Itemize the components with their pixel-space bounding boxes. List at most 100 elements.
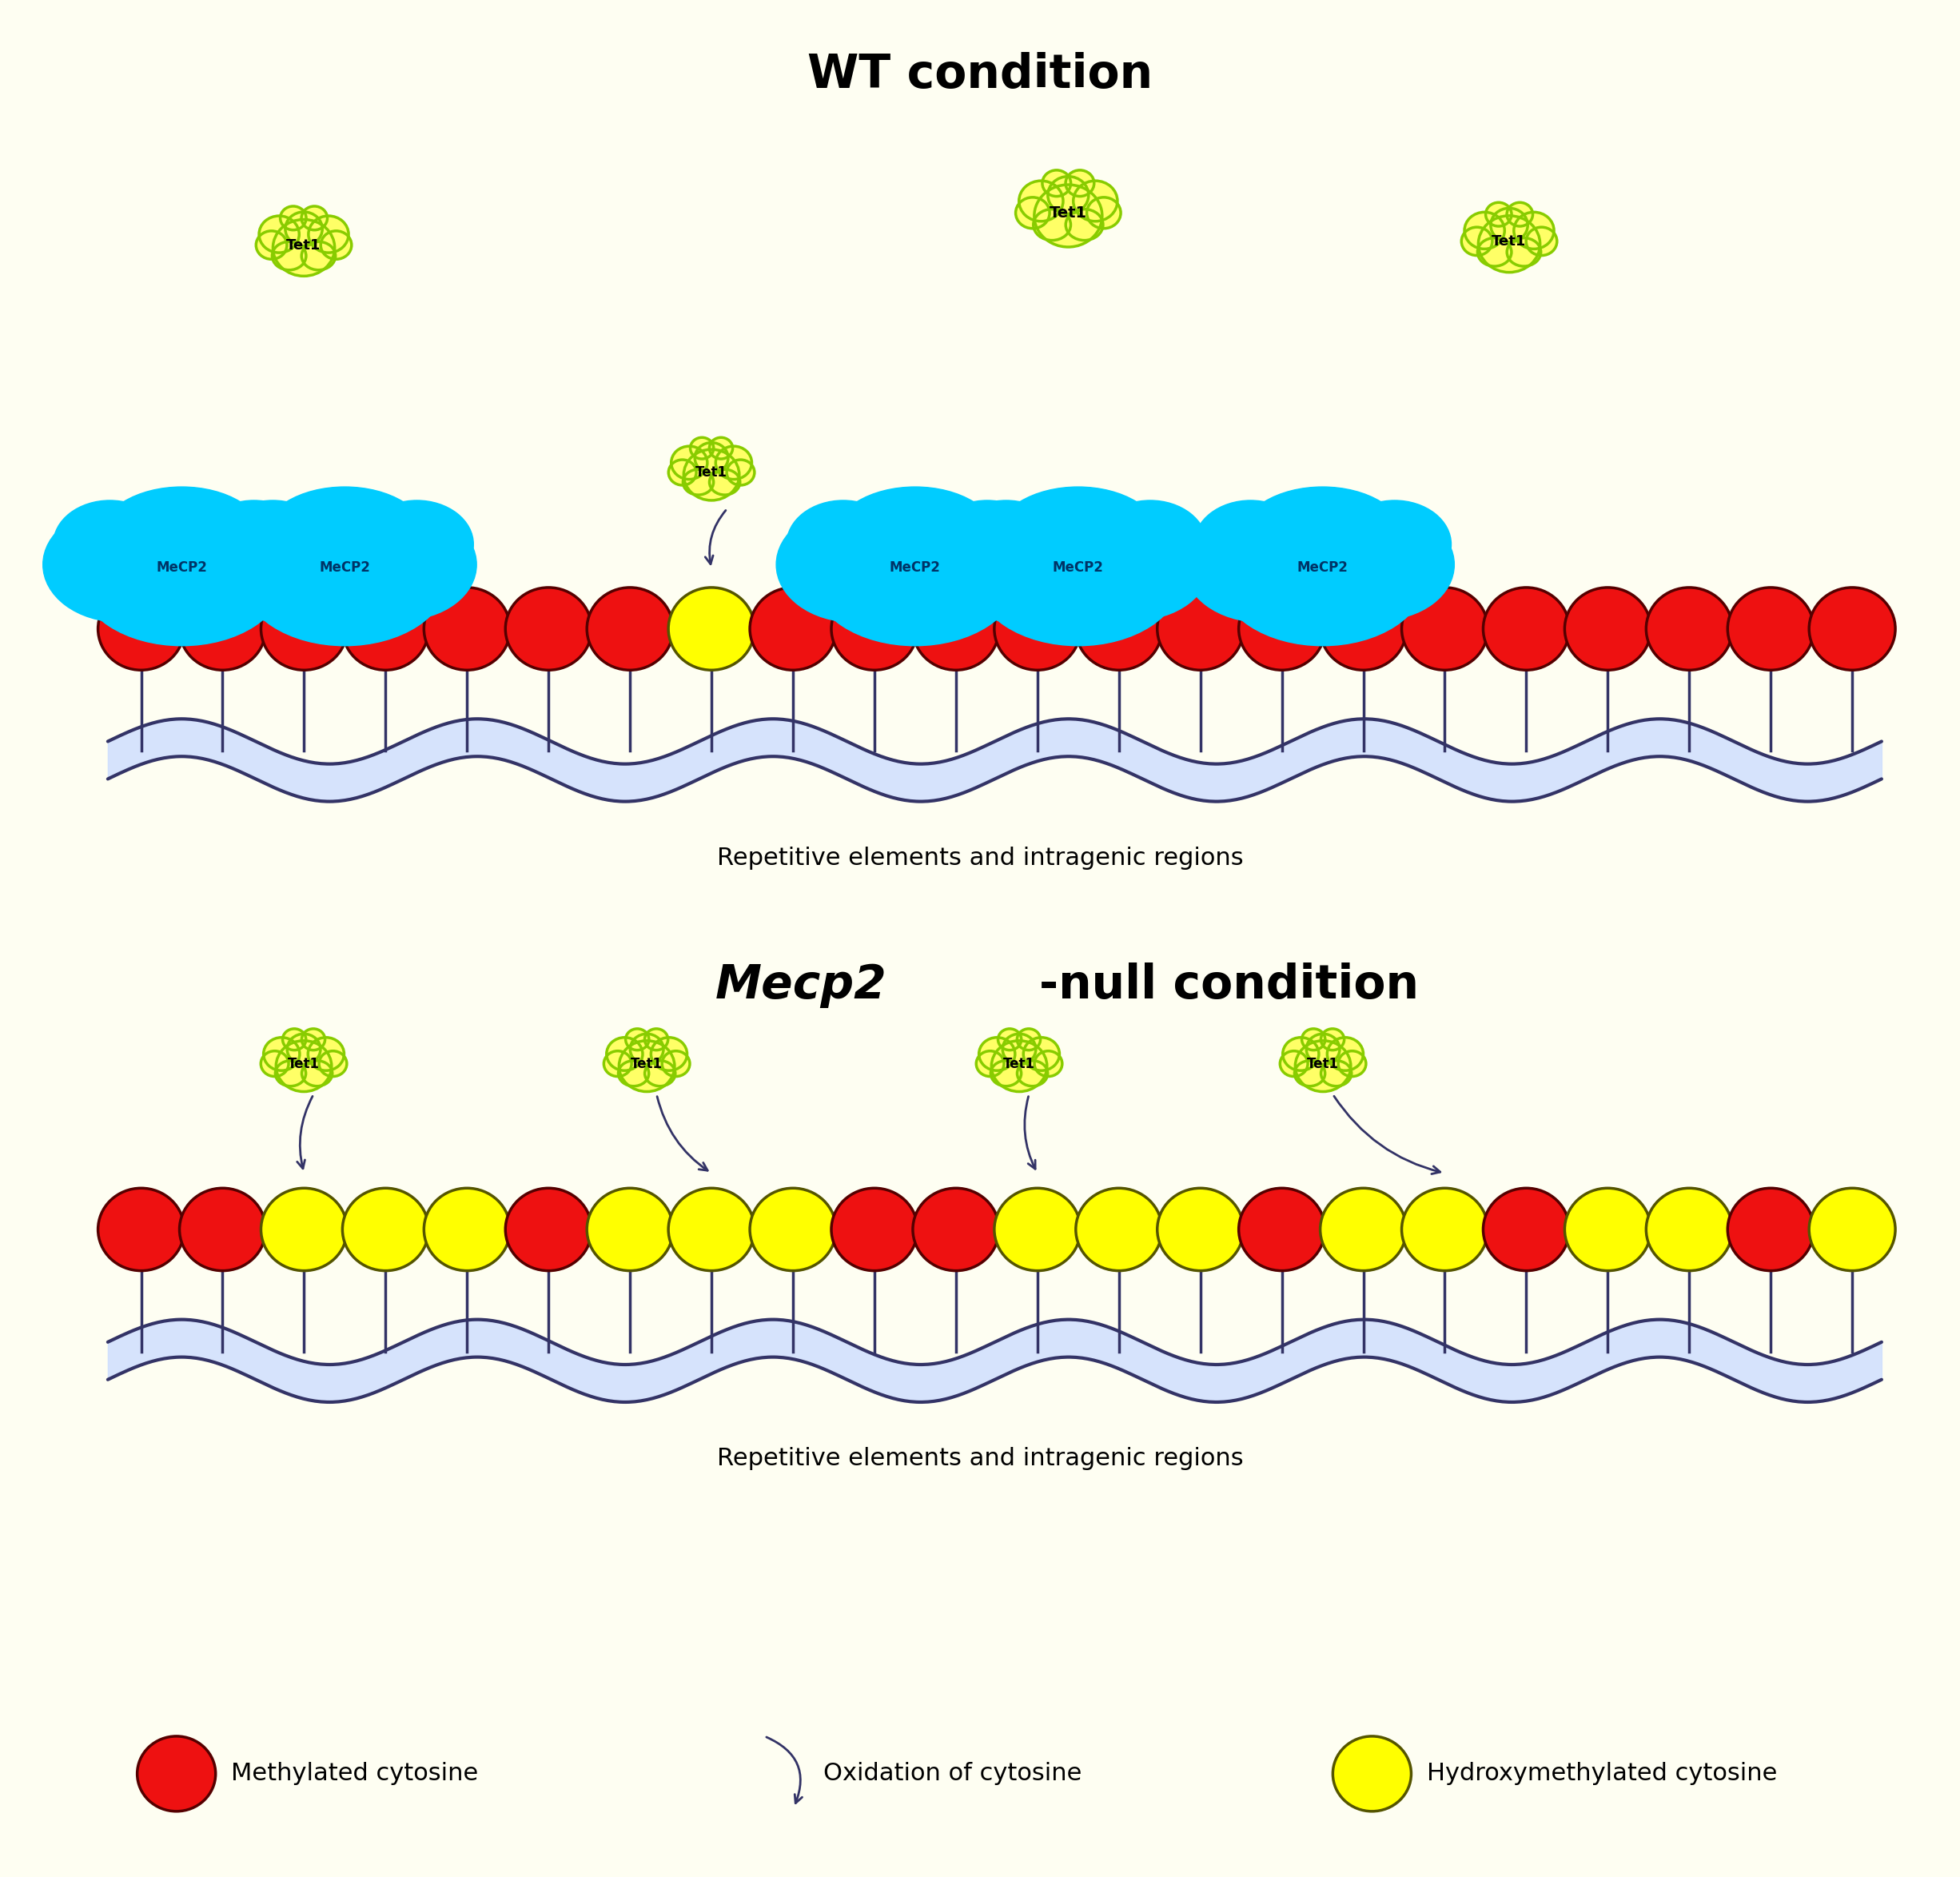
Circle shape <box>751 588 837 670</box>
Ellipse shape <box>1019 182 1062 220</box>
Text: Tet1: Tet1 <box>696 465 727 481</box>
Ellipse shape <box>278 1042 329 1091</box>
Ellipse shape <box>1296 1061 1325 1085</box>
Ellipse shape <box>625 1029 649 1049</box>
Circle shape <box>1484 588 1570 670</box>
Circle shape <box>586 588 672 670</box>
Text: Tet1: Tet1 <box>1307 1057 1339 1072</box>
Ellipse shape <box>653 1038 686 1070</box>
Ellipse shape <box>1235 559 1337 629</box>
Circle shape <box>180 1188 267 1271</box>
Text: Tet1: Tet1 <box>288 1057 319 1072</box>
Ellipse shape <box>100 486 265 588</box>
Ellipse shape <box>1219 511 1425 646</box>
Ellipse shape <box>1515 212 1552 248</box>
Circle shape <box>668 588 755 670</box>
Circle shape <box>506 1188 592 1271</box>
Text: MeCP2: MeCP2 <box>890 559 941 574</box>
Circle shape <box>423 1188 510 1271</box>
Ellipse shape <box>321 231 351 259</box>
Circle shape <box>1401 1188 1488 1271</box>
Ellipse shape <box>302 206 327 229</box>
Circle shape <box>423 588 510 670</box>
Ellipse shape <box>1017 1061 1047 1085</box>
Circle shape <box>994 588 1080 670</box>
Ellipse shape <box>1094 501 1207 588</box>
Ellipse shape <box>1049 176 1088 212</box>
Ellipse shape <box>1307 559 1411 629</box>
Circle shape <box>1564 588 1650 670</box>
Ellipse shape <box>998 1029 1021 1049</box>
Circle shape <box>261 588 347 670</box>
Ellipse shape <box>1088 199 1119 227</box>
Ellipse shape <box>302 1029 325 1049</box>
Ellipse shape <box>1064 559 1166 629</box>
Ellipse shape <box>302 242 335 268</box>
Text: Tet1: Tet1 <box>1049 205 1088 220</box>
Ellipse shape <box>843 561 988 644</box>
Ellipse shape <box>1466 212 1503 248</box>
Text: Tet1: Tet1 <box>286 238 321 252</box>
Ellipse shape <box>216 501 329 588</box>
Ellipse shape <box>1298 1042 1350 1091</box>
Circle shape <box>994 1188 1080 1271</box>
Circle shape <box>98 588 184 670</box>
Ellipse shape <box>1062 509 1209 619</box>
Ellipse shape <box>939 507 1094 621</box>
Ellipse shape <box>1066 210 1102 240</box>
Ellipse shape <box>990 559 1092 629</box>
Ellipse shape <box>710 469 739 494</box>
Circle shape <box>831 588 917 670</box>
Ellipse shape <box>261 216 298 252</box>
Ellipse shape <box>931 501 1045 588</box>
Ellipse shape <box>631 1034 662 1064</box>
Text: MeCP2: MeCP2 <box>1298 559 1348 574</box>
Ellipse shape <box>902 559 1004 629</box>
Ellipse shape <box>645 1029 668 1049</box>
Circle shape <box>1321 588 1407 670</box>
Ellipse shape <box>833 486 998 588</box>
Circle shape <box>1239 1188 1325 1271</box>
Ellipse shape <box>608 1038 641 1070</box>
Ellipse shape <box>684 469 713 494</box>
Circle shape <box>1156 588 1243 670</box>
Ellipse shape <box>1035 210 1070 240</box>
Text: Mecp2: Mecp2 <box>715 963 888 1008</box>
Ellipse shape <box>776 507 931 621</box>
Ellipse shape <box>1301 1029 1325 1049</box>
Ellipse shape <box>827 559 929 629</box>
Circle shape <box>137 1736 216 1811</box>
Ellipse shape <box>319 1051 347 1076</box>
Ellipse shape <box>662 1051 690 1076</box>
Ellipse shape <box>1017 199 1049 227</box>
Ellipse shape <box>1025 1038 1058 1070</box>
Ellipse shape <box>1307 1034 1339 1064</box>
Circle shape <box>913 588 1000 670</box>
Ellipse shape <box>167 559 270 629</box>
Ellipse shape <box>282 1029 306 1049</box>
Text: Tet1: Tet1 <box>1004 1057 1035 1072</box>
Ellipse shape <box>257 231 286 259</box>
Circle shape <box>1333 1736 1411 1811</box>
Ellipse shape <box>992 1042 1047 1091</box>
Circle shape <box>1727 1188 1813 1271</box>
Text: WT condition: WT condition <box>808 53 1152 98</box>
Ellipse shape <box>276 1061 306 1085</box>
Circle shape <box>913 1188 1000 1271</box>
Circle shape <box>343 588 429 670</box>
Ellipse shape <box>1339 1051 1366 1076</box>
Ellipse shape <box>263 486 427 588</box>
Ellipse shape <box>1321 1029 1345 1049</box>
Ellipse shape <box>272 242 306 268</box>
Circle shape <box>98 1188 184 1271</box>
Ellipse shape <box>331 559 433 629</box>
Ellipse shape <box>645 1061 674 1085</box>
Ellipse shape <box>1507 203 1533 225</box>
Ellipse shape <box>1194 501 1307 588</box>
Ellipse shape <box>274 221 333 274</box>
Ellipse shape <box>1004 1034 1035 1064</box>
Text: MeCP2: MeCP2 <box>319 559 370 574</box>
Circle shape <box>1727 588 1813 670</box>
Ellipse shape <box>1037 186 1102 246</box>
Ellipse shape <box>1250 561 1396 644</box>
